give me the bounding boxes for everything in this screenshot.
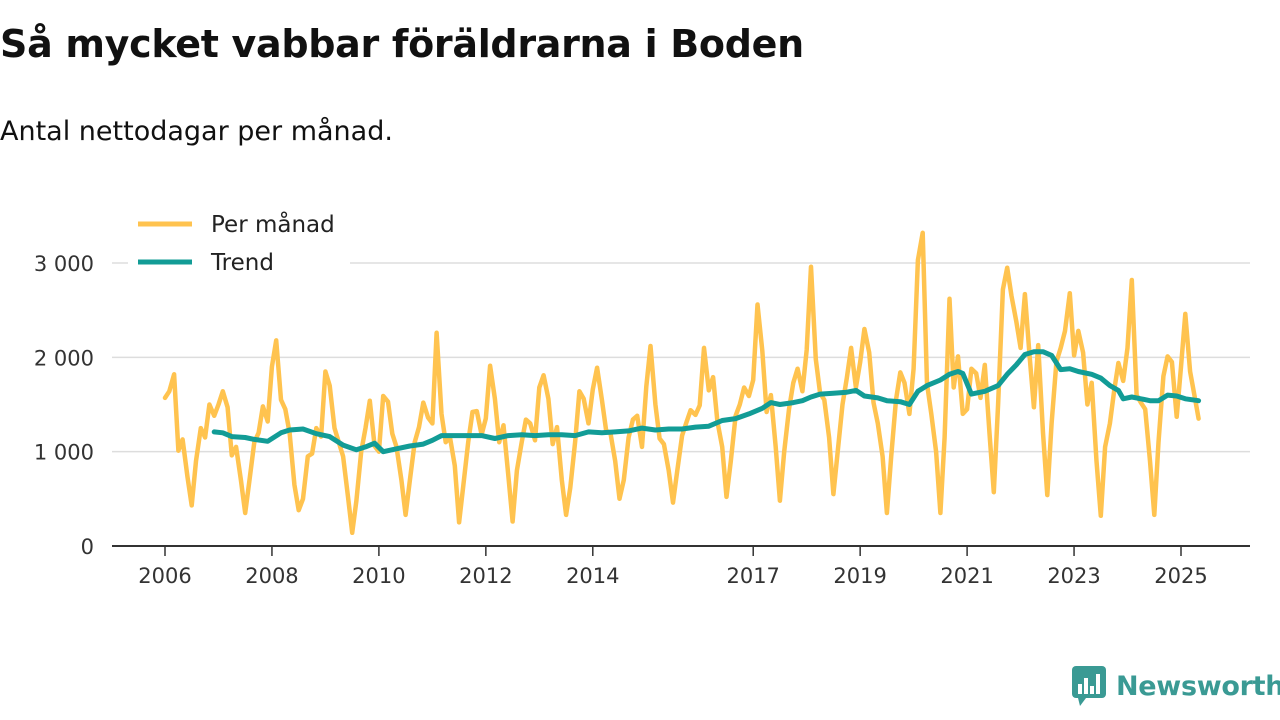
axes: 0 1 000 2 000 3 000 2006 2008 2010 2012 2014 2017…	[34, 252, 1250, 588]
legend-label-trend: Trend	[210, 250, 274, 276]
chart-title: Så mycket vabbar föräldrarna i Boden	[0, 22, 804, 66]
series-line-trend	[211, 349, 1202, 455]
x-tick-label: 2012	[459, 564, 512, 588]
x-tick-label: 2010	[352, 564, 405, 588]
series-lines	[162, 230, 1202, 536]
y-tick-label: 1 000	[34, 441, 94, 465]
x-tick-label: 2006	[138, 564, 191, 588]
x-tick-label: 2019	[833, 564, 886, 588]
brand-name: Newsworthy	[1116, 670, 1280, 702]
x-tick-label: 2017	[726, 564, 779, 588]
y-tick-label: 0	[81, 535, 94, 559]
x-tick-label: 2008	[245, 564, 298, 588]
x-tick-label: 2023	[1047, 564, 1100, 588]
series-line-per-month	[162, 230, 1201, 536]
y-tick-label: 2 000	[34, 346, 94, 370]
legend-label-per-month: Per månad	[211, 210, 335, 238]
grid-lines	[112, 262, 1250, 453]
y-tick-label: 3 000	[34, 252, 94, 276]
x-tick-label: 2021	[940, 564, 993, 588]
newsworthy-logo-icon	[1072, 666, 1106, 706]
x-tick-label: 2025	[1154, 564, 1207, 588]
legend-background	[128, 206, 350, 282]
newsworthy-logo: Newsworthy	[1072, 664, 1280, 708]
chart-subtitle: Antal nettodagar per månad.	[0, 116, 393, 147]
x-tick-label: 2014	[566, 564, 619, 588]
legend: Per månad Trend	[128, 206, 350, 282]
